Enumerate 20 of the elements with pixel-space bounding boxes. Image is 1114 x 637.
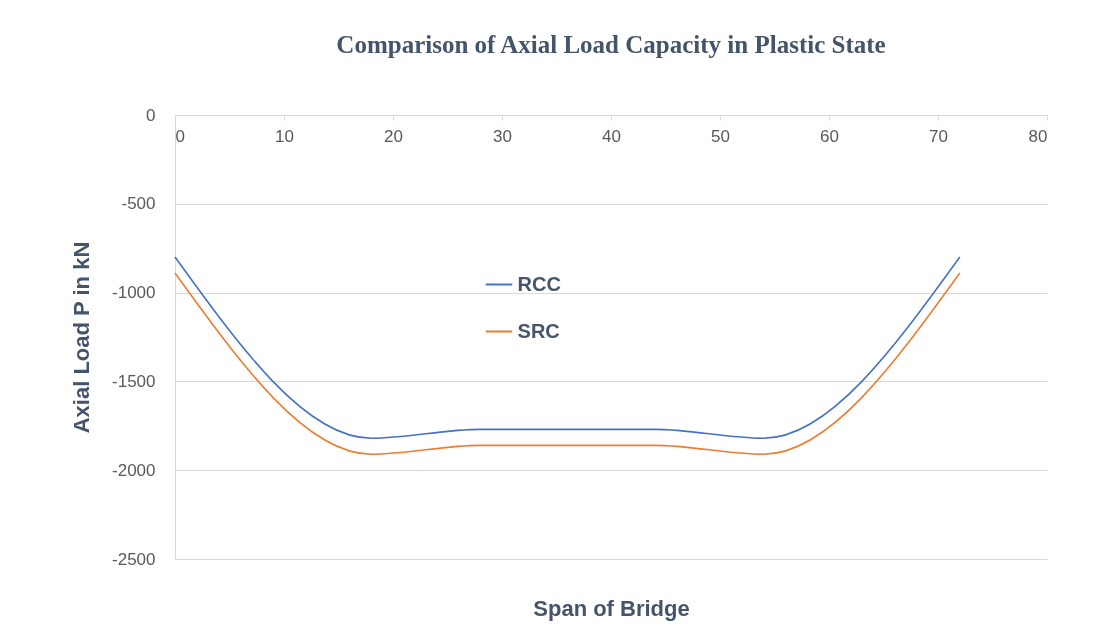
x-tick-label: 30 <box>493 126 512 146</box>
x-tick-label: 0 <box>175 126 185 146</box>
x-tick-label: 80 <box>1028 126 1048 146</box>
x-tick-label: 20 <box>384 126 403 146</box>
y-tick-label: -2000 <box>112 460 156 480</box>
x-tick-label: 10 <box>275 126 294 146</box>
y-axis-title: Axial Load P in kN <box>69 241 95 434</box>
legend-label: SRC <box>517 319 560 342</box>
x-tick-label: 70 <box>929 126 948 146</box>
y-tick-label: -2500 <box>112 549 156 569</box>
y-tick-label: 0 <box>146 105 156 125</box>
y-tick-label: -1500 <box>112 371 156 391</box>
chart-title: Comparison of Axial Load Capacity in Plastic State <box>336 31 886 58</box>
legend-label: RCC <box>517 272 561 295</box>
x-tick-label: 60 <box>820 126 839 146</box>
x-tick-label: 40 <box>602 126 621 146</box>
y-tick-label: -500 <box>121 194 156 214</box>
x-axis-title: Span of Bridge <box>533 595 690 621</box>
y-tick-label: -1000 <box>112 283 156 303</box>
x-tick-label: 50 <box>711 126 730 146</box>
